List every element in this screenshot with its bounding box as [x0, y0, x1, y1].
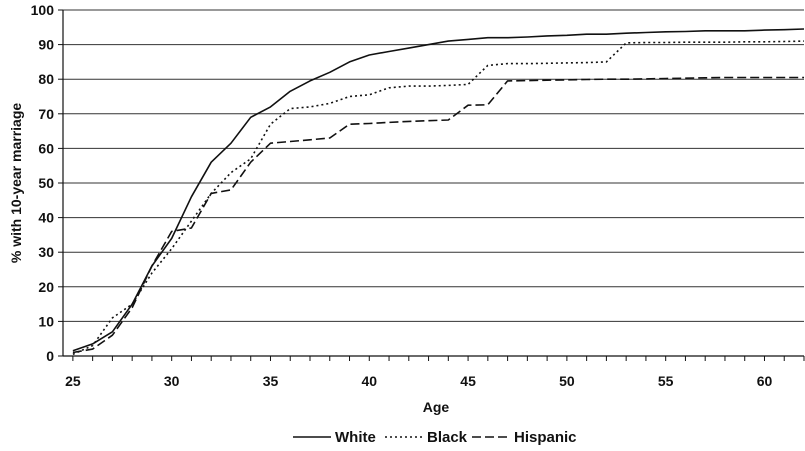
legend-label-hispanic: Hispanic [514, 429, 577, 446]
x-tick-labels: 25 30 35 40 45 50 55 60 [65, 356, 805, 389]
y-tick-label: 20 [38, 279, 54, 295]
y-tick-label: 90 [38, 37, 54, 53]
y-tick-label: 30 [38, 244, 54, 260]
y-tick-label: 60 [38, 140, 54, 156]
gridlines [63, 9, 804, 357]
x-tick-label: 40 [361, 373, 377, 389]
y-axis-title: % with 10-year marriage [8, 103, 24, 264]
x-tick-label: 50 [559, 373, 575, 389]
x-axis-title: Age [423, 399, 450, 415]
y-tick-label: 40 [38, 210, 54, 226]
series-line-hispanic [72, 76, 804, 354]
x-tick-label: 25 [65, 373, 81, 389]
x-tick-label: 60 [757, 373, 773, 389]
series-line-white [72, 28, 805, 352]
y-tick-label: 80 [38, 71, 54, 87]
y-tick-label: 70 [38, 106, 54, 122]
x-tick-label: 35 [263, 373, 279, 389]
y-tick-label: 100 [31, 2, 55, 18]
x-tick-label: 45 [460, 373, 476, 389]
series-line-black [72, 40, 805, 356]
legend-label-black: Black [427, 429, 468, 446]
y-tick-label: 50 [38, 175, 54, 191]
y-tick-label: 10 [38, 313, 54, 329]
y-tick-label: 0 [46, 348, 54, 364]
legend-label-white: White [335, 429, 376, 446]
legend: White Black Hispanic [293, 429, 577, 446]
x-tick-label: 55 [658, 373, 674, 389]
y-tick-labels: 0 10 20 30 40 50 60 70 80 90 100 [31, 2, 63, 364]
x-tick-label: 30 [164, 373, 180, 389]
series-lines [72, 28, 805, 356]
